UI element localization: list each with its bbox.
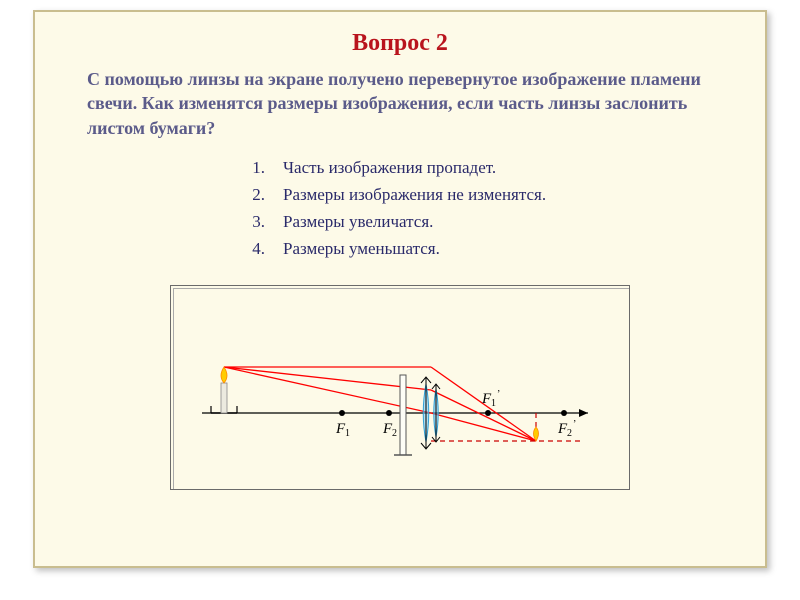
option-text: Часть изображения пропадет. xyxy=(283,154,496,181)
option-text: Размеры уменьшатся. xyxy=(283,235,440,262)
option-2: 2. Размеры изображения не изменятся. xyxy=(237,181,713,208)
option-number: 1. xyxy=(237,154,265,181)
option-4: 4. Размеры уменьшатся. xyxy=(237,235,713,262)
svg-text:’: ’ xyxy=(573,419,576,430)
slide-title: Вопрос 2 xyxy=(87,30,713,57)
svg-text:2: 2 xyxy=(567,428,572,439)
diagram-frame: F1F2F1’F2’ xyxy=(170,285,630,490)
option-text: Размеры увеличатся. xyxy=(283,208,433,235)
option-3: 3. Размеры увеличатся. xyxy=(237,208,713,235)
option-number: 2. xyxy=(237,181,265,208)
option-text: Размеры изображения не изменятся. xyxy=(283,181,546,208)
option-number: 3. xyxy=(237,208,265,235)
svg-text:1: 1 xyxy=(491,398,496,409)
svg-text:2: 2 xyxy=(392,428,397,439)
options-list: 1. Часть изображения пропадет. 2. Размер… xyxy=(237,154,713,263)
svg-text:’: ’ xyxy=(497,389,500,400)
lens-diagram: F1F2F1’F2’ xyxy=(174,289,634,494)
slide: Вопрос 2 С помощью линзы на экране получ… xyxy=(33,10,767,568)
option-number: 4. xyxy=(237,235,265,262)
diagram-inner: F1F2F1’F2’ xyxy=(173,288,629,489)
option-1: 1. Часть изображения пропадет. xyxy=(237,154,713,181)
question-text: С помощью линзы на экране получено перев… xyxy=(87,67,713,140)
svg-text:1: 1 xyxy=(345,428,350,439)
